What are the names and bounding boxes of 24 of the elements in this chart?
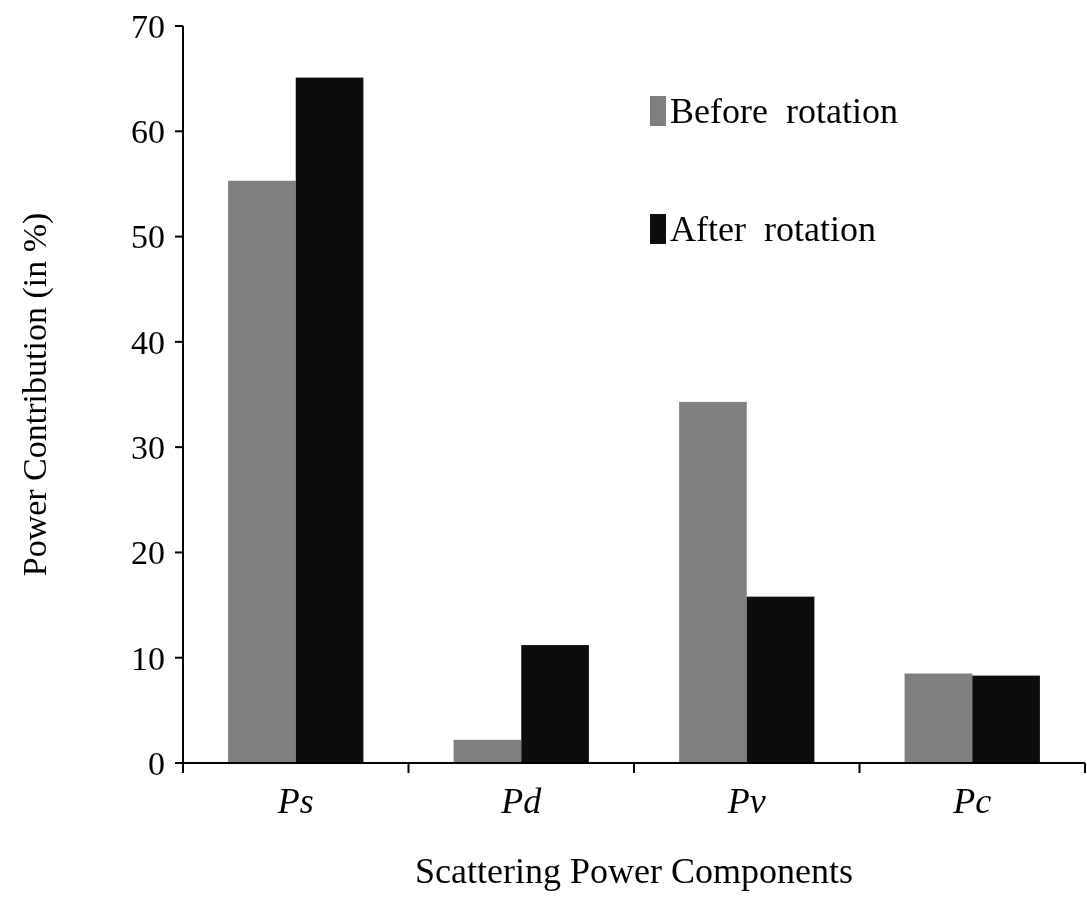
y-tick-label: 30 — [131, 429, 165, 467]
bar — [904, 673, 973, 763]
y-tick-label: 70 — [131, 7, 165, 45]
bar — [521, 645, 589, 763]
bar — [972, 675, 1040, 763]
legend-label: After rotation — [670, 208, 876, 249]
y-tick-label: 60 — [131, 113, 165, 151]
y-tick-label: 20 — [131, 534, 165, 572]
bar — [453, 739, 522, 763]
bar — [295, 77, 364, 763]
y-tick-label: 10 — [131, 639, 165, 677]
y-tick-label: 0 — [148, 744, 165, 782]
x-tick-label: Ps — [276, 781, 314, 821]
x-tick-label: Pc — [952, 781, 992, 821]
bar — [228, 180, 296, 763]
y-axis-title: Power Contribution (in %) — [16, 212, 54, 577]
y-tick-label: 50 — [131, 218, 165, 256]
x-tick-label: Pv — [726, 781, 766, 821]
bar — [746, 596, 815, 763]
x-tick-label: Pd — [500, 781, 543, 821]
x-axis-title: Scattering Power Components — [415, 851, 853, 891]
bar — [679, 401, 747, 763]
y-tick-label: 40 — [131, 323, 165, 361]
legend-label: Before rotation — [670, 90, 898, 131]
